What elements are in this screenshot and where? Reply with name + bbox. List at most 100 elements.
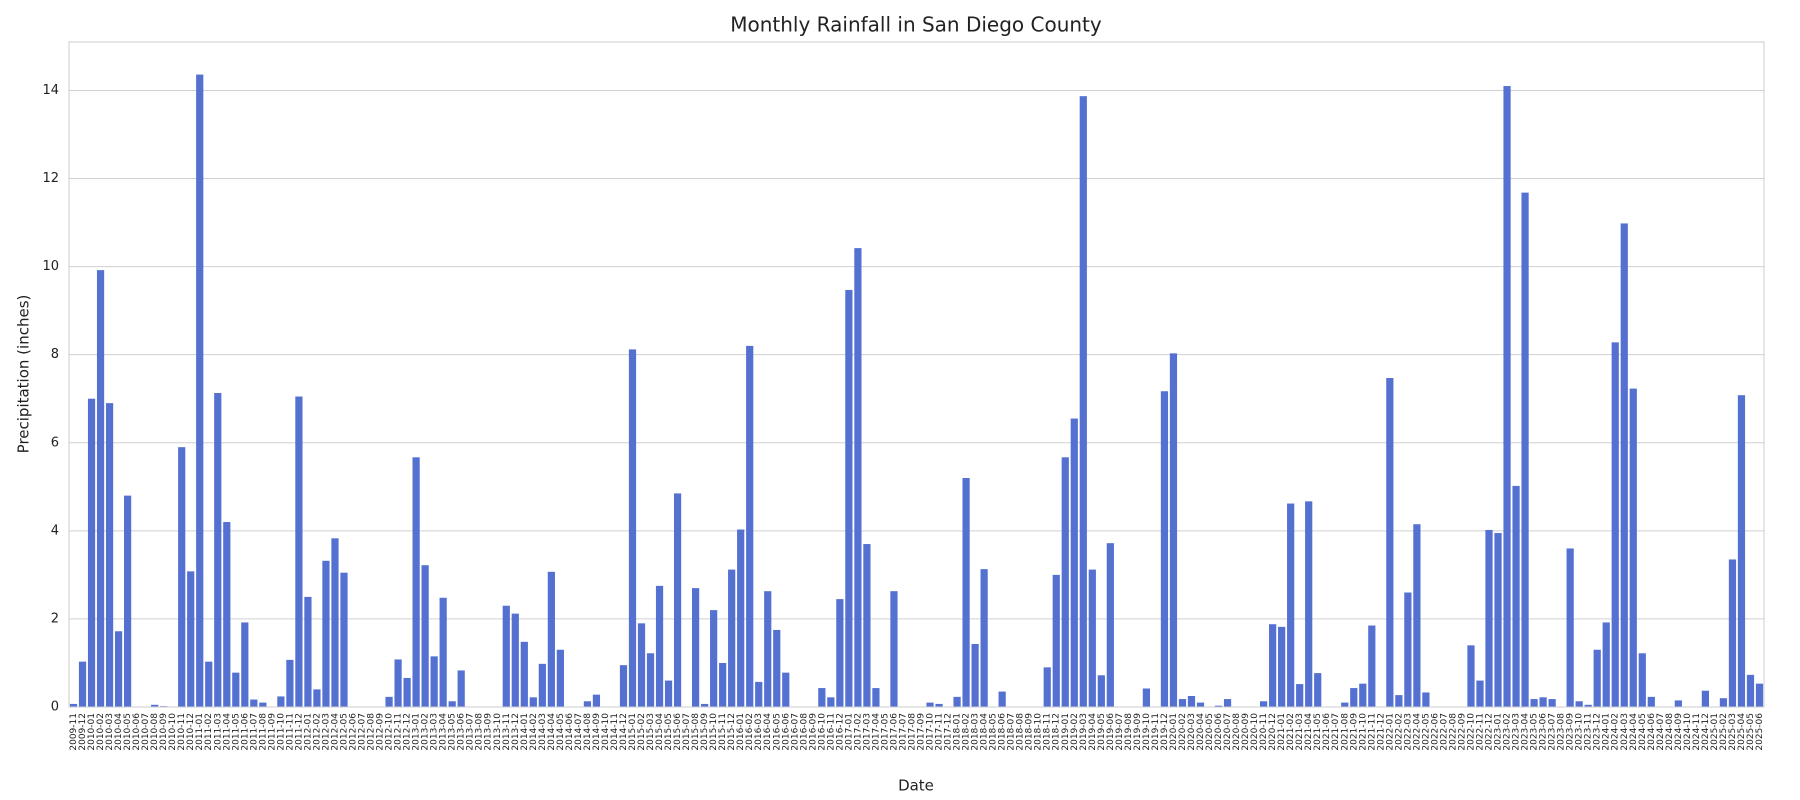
x-tick-label: 2011-07 <box>249 713 259 751</box>
bar <box>890 591 898 707</box>
x-tick-label: 2014-11 <box>610 713 620 751</box>
bar <box>114 631 123 707</box>
x-tick-label: 2024-02 <box>1611 713 1621 751</box>
bar <box>583 701 592 707</box>
bar <box>1737 395 1746 707</box>
bar <box>457 670 465 707</box>
bar <box>1278 626 1286 707</box>
x-tick-label: 2016-11 <box>826 713 836 751</box>
x-tick-label: 2017-04 <box>871 713 881 751</box>
bar <box>1196 702 1205 707</box>
x-tick-label: 2021-04 <box>1304 713 1314 751</box>
x-tick-label: 2021-10 <box>1358 713 1368 751</box>
bar <box>1061 457 1069 707</box>
x-tick-label: 2025-05 <box>1746 713 1756 751</box>
x-tick-label: 2010-03 <box>105 713 115 751</box>
bar <box>1719 698 1728 707</box>
bar <box>1584 704 1592 707</box>
x-tick-label: 2012-05 <box>339 713 349 751</box>
x-tick-label: 2024-07 <box>1656 713 1666 751</box>
bar <box>1422 692 1430 707</box>
bar <box>980 569 988 707</box>
bar <box>701 703 709 707</box>
x-tick-label: 2015-10 <box>709 713 719 751</box>
bar <box>286 659 294 707</box>
bar <box>1575 701 1583 707</box>
x-tick-label: 2017-05 <box>880 713 890 751</box>
y-tick-label: 2 <box>51 611 59 626</box>
x-tick-label: 2025-01 <box>1710 713 1720 751</box>
x-tick-label: 2020-01 <box>1169 713 1179 751</box>
x-tick-label: 2010-02 <box>96 713 106 751</box>
bar <box>1476 680 1484 707</box>
x-tick-label: 2012-01 <box>303 713 313 751</box>
bar <box>96 270 105 707</box>
x-tick-label: 2023-02 <box>1503 713 1513 751</box>
bar <box>628 349 637 707</box>
x-tick-label: 2019-10 <box>1142 713 1152 751</box>
x-tick-label: 2014-03 <box>538 713 548 751</box>
x-tick-label: 2023-03 <box>1512 713 1522 751</box>
x-tick-label: 2017-06 <box>889 713 899 751</box>
x-tick-label: 2019-03 <box>1079 713 1089 751</box>
x-tick-label: 2021-08 <box>1340 713 1350 751</box>
bar <box>728 569 736 707</box>
x-tick-label: 2024-05 <box>1638 713 1648 751</box>
bar <box>250 699 258 707</box>
x-tick-label: 2015-09 <box>700 713 710 751</box>
bar <box>592 694 601 707</box>
bar <box>196 74 204 707</box>
bar <box>1178 699 1187 707</box>
bar <box>971 644 979 707</box>
x-tick-label: 2021-07 <box>1331 713 1341 751</box>
x-tick-label: 2015-01 <box>628 713 638 751</box>
bar <box>1503 86 1511 707</box>
x-tick-label: 2024-12 <box>1701 713 1711 751</box>
x-tick-label: 2019-08 <box>1124 713 1134 751</box>
bar <box>69 703 78 707</box>
x-tick-label: 2019-01 <box>1061 713 1071 751</box>
bar <box>1485 529 1493 707</box>
x-tick-label: 2012-10 <box>385 713 395 751</box>
x-tick-label: 2018-01 <box>953 713 963 751</box>
x-tick-label: 2017-01 <box>844 713 854 751</box>
x-tick-label: 2013-07 <box>466 713 476 751</box>
x-tick-label: 2012-03 <box>321 713 331 751</box>
bar <box>926 702 934 707</box>
x-tick-label: 2011-06 <box>240 713 250 751</box>
x-tick-label: 2025-03 <box>1728 713 1738 751</box>
y-tick-label: 10 <box>42 259 59 274</box>
x-tick-label: 2015-03 <box>646 713 656 751</box>
y-tick-label: 12 <box>42 171 59 186</box>
bar <box>1638 653 1646 707</box>
x-tick-label: 2014-06 <box>565 713 575 751</box>
x-tick-label: 2011-04 <box>222 713 232 751</box>
bar <box>178 447 186 707</box>
bar <box>87 398 96 707</box>
bar <box>845 289 853 707</box>
bar <box>664 680 673 707</box>
bar <box>1079 96 1087 707</box>
x-tick-label: 2018-03 <box>971 713 981 751</box>
x-tick-label: 2017-08 <box>907 713 917 751</box>
x-tick-label: 2015-06 <box>673 713 683 751</box>
bar <box>1106 543 1114 707</box>
bar <box>322 560 330 707</box>
x-tick-label: 2015-08 <box>691 713 701 751</box>
bar <box>637 623 646 707</box>
bar <box>241 622 249 707</box>
bar <box>1413 524 1421 707</box>
plot-frame <box>68 41 1765 708</box>
bar <box>105 403 114 707</box>
bar <box>214 392 222 707</box>
x-tick-label: 2022-01 <box>1385 713 1395 751</box>
x-tick-label: 2014-09 <box>592 713 602 751</box>
x-tick-label: 2010-11 <box>177 713 187 751</box>
bar <box>205 661 213 707</box>
x-tick-label: 2018-06 <box>998 713 1008 751</box>
bar <box>827 697 835 707</box>
bar <box>1674 700 1682 707</box>
bar <box>223 522 231 707</box>
x-tick-label: 2025-04 <box>1737 713 1747 751</box>
bar <box>277 696 285 707</box>
